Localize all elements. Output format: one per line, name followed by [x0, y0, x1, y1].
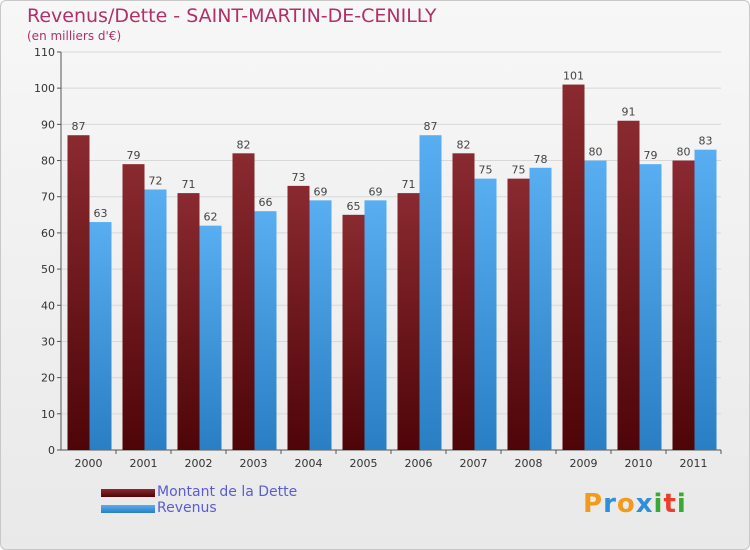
data-label-revenus-2010: 79 — [644, 149, 658, 162]
x-tick-label-2010: 2010 — [625, 457, 653, 470]
bar-dette-2009 — [562, 84, 585, 451]
y-tick-label: 100 — [34, 82, 55, 95]
data-label-dette-2007: 82 — [457, 138, 471, 151]
data-label-dette-2010: 91 — [622, 106, 636, 119]
bar-revenus-2004 — [309, 200, 332, 450]
bars — [67, 84, 717, 451]
bar-revenus-2000 — [89, 222, 112, 450]
data-label-dette-2005: 65 — [347, 200, 361, 213]
y-tick-label: 110 — [34, 46, 55, 59]
data-label-revenus-2008: 78 — [534, 153, 548, 166]
proxiti-logo: Proxiti — [583, 489, 687, 519]
data-label-dette-2002: 71 — [182, 178, 196, 191]
data-label-revenus-2002: 62 — [204, 211, 218, 224]
x-tick-label-2011: 2011 — [680, 457, 708, 470]
chart-subtitle: (en milliers d'€) — [27, 29, 122, 43]
bar-dette-2004 — [287, 185, 310, 450]
y-tick-label: 50 — [41, 263, 55, 276]
data-label-revenus-2011: 83 — [699, 135, 713, 148]
logo-letter: i — [653, 489, 664, 519]
bar-revenus-2003 — [254, 211, 277, 450]
y-tick-label: 30 — [41, 335, 55, 348]
y-tick-label: 80 — [41, 155, 55, 168]
legend-label-dette: Montant de la Dette — [157, 484, 298, 500]
bar-dette-2000 — [67, 135, 90, 450]
x-tick-label-2007: 2007 — [460, 457, 488, 470]
data-label-dette-2006: 71 — [402, 178, 416, 191]
logo-letter: P — [583, 489, 604, 519]
bar-revenus-2002 — [199, 225, 222, 450]
bar-revenus-2009 — [584, 160, 607, 450]
bar-revenus-2001 — [144, 189, 167, 450]
bar-dette-2005 — [342, 214, 365, 450]
y-tick-label: 40 — [41, 299, 55, 312]
x-tick-label-2009: 2009 — [570, 457, 598, 470]
bar-revenus-2007 — [474, 178, 497, 451]
bar-dette-2003 — [232, 153, 255, 451]
data-label-dette-2004: 73 — [292, 171, 306, 184]
x-tick-label-2000: 2000 — [75, 457, 103, 470]
chart-title: Revenus/Dette - SAINT-MARTIN-DE-CENILLY — [27, 5, 437, 27]
bar-dette-2010 — [617, 120, 640, 450]
bar-dette-2011 — [672, 160, 695, 450]
bar-dette-2001 — [122, 164, 145, 450]
data-label-revenus-2003: 66 — [259, 196, 273, 209]
bar-revenus-2005 — [364, 200, 387, 450]
bar-revenus-2008 — [529, 167, 552, 451]
legend-label-revenus: Revenus — [157, 500, 217, 516]
grid-lines — [61, 51, 721, 451]
x-tick-label-2005: 2005 — [350, 457, 378, 470]
data-label-revenus-2005: 69 — [369, 185, 383, 198]
logo-letter: t — [663, 489, 677, 519]
bar-dette-2002 — [177, 193, 200, 451]
y-tick-label: 70 — [41, 191, 55, 204]
bar-revenus-2011 — [694, 149, 717, 450]
data-label-dette-2009: 101 — [563, 70, 584, 83]
bar-dette-2008 — [507, 178, 530, 451]
logo-letter: x — [635, 489, 654, 519]
x-tick-label-2001: 2001 — [130, 457, 158, 470]
logo-letter: r — [603, 489, 617, 519]
data-label-revenus-2007: 75 — [479, 164, 493, 177]
y-tick-label: 90 — [41, 118, 55, 131]
legend-swatch-dette — [101, 489, 155, 497]
bar-revenus-2010 — [639, 164, 662, 450]
data-label-dette-2001: 79 — [127, 149, 141, 162]
data-label-revenus-2001: 72 — [149, 174, 163, 187]
data-label-revenus-2000: 63 — [94, 207, 108, 220]
y-tick-label: 0 — [48, 444, 55, 457]
x-tick-label-2004: 2004 — [295, 457, 323, 470]
logo-letter: o — [616, 489, 636, 519]
data-label-dette-2003: 82 — [237, 138, 251, 151]
x-tick-label-2003: 2003 — [240, 457, 268, 470]
y-tick-label: 60 — [41, 227, 55, 240]
data-label-dette-2011: 80 — [677, 146, 691, 159]
axes — [57, 51, 722, 454]
bar-dette-2006 — [397, 193, 420, 451]
y-tick-label: 10 — [41, 408, 55, 421]
data-label-dette-2008: 75 — [512, 164, 526, 177]
y-tick-label: 20 — [41, 372, 55, 385]
logo-letter: i — [676, 489, 687, 519]
bar-dette-2007 — [452, 153, 475, 451]
x-tick-label-2002: 2002 — [185, 457, 213, 470]
data-label-revenus-2006: 87 — [424, 120, 438, 133]
x-tick-label-2006: 2006 — [405, 457, 433, 470]
labels: 0 10 20 30 40 50 60 70 80 90 100 110 87 63 2000 79 72 200… — [34, 46, 713, 470]
data-label-dette-2000: 87 — [72, 120, 86, 133]
data-label-revenus-2009: 80 — [589, 146, 603, 159]
x-tick-label-2008: 2008 — [515, 457, 543, 470]
data-label-revenus-2004: 69 — [314, 185, 328, 198]
bar-revenus-2006 — [419, 135, 442, 450]
legend-swatch-revenus — [101, 505, 155, 513]
